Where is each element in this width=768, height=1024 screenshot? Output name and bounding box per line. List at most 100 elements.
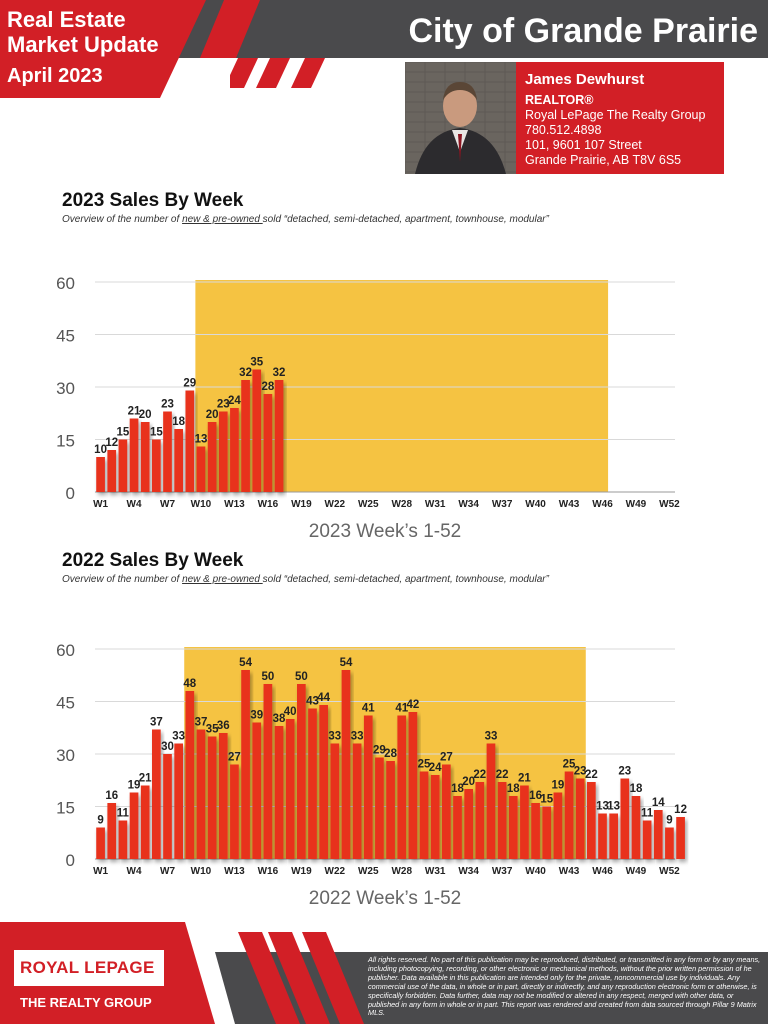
data-label: 38 [273, 713, 286, 725]
data-label: 43 [306, 696, 319, 708]
bar [586, 782, 596, 859]
bar [185, 691, 195, 859]
data-label: 29 [183, 378, 196, 390]
data-label: 35 [206, 724, 219, 736]
data-label: 37 [150, 717, 163, 729]
bar [196, 446, 206, 492]
data-label: 16 [529, 790, 542, 802]
bar [575, 778, 585, 859]
data-label: 33 [485, 731, 498, 743]
bar [151, 439, 161, 492]
chart-2023: 0153045601012152120152318291320232432352… [0, 268, 680, 542]
x-tick-label: W10 [191, 866, 212, 877]
x-tick-label: W43 [559, 499, 580, 510]
header-title-line2: Market Update [7, 32, 159, 57]
bar [274, 380, 284, 492]
data-label: 40 [284, 706, 297, 718]
bar [609, 813, 619, 859]
bar [207, 422, 217, 492]
header-title-line1: Real Estate [7, 7, 126, 32]
data-label: 12 [105, 437, 118, 449]
x-tick-label: W46 [592, 866, 613, 877]
bar [163, 754, 172, 859]
bar [252, 369, 262, 492]
bar [341, 670, 351, 859]
x-tick-label: W7 [160, 499, 175, 510]
bar [475, 782, 485, 859]
bar [118, 820, 128, 859]
data-label: 22 [496, 769, 509, 781]
data-label: 19 [551, 780, 564, 792]
bar [653, 810, 663, 859]
bar [207, 736, 217, 859]
bar [352, 743, 362, 859]
agent-name: James Dewhurst [525, 71, 645, 88]
bar [241, 380, 250, 492]
x-tick-label: W16 [258, 866, 279, 877]
data-label: 33 [328, 731, 341, 743]
x-tick-label: W31 [425, 499, 446, 510]
x-tick-label: W13 [224, 499, 245, 510]
bar [308, 708, 317, 859]
bar [598, 813, 607, 859]
x-tick-label: W28 [391, 866, 412, 877]
bar [96, 827, 105, 859]
bar [464, 789, 474, 859]
data-label: 23 [618, 766, 631, 778]
bar [386, 761, 395, 859]
data-label: 21 [128, 406, 141, 418]
data-label: 12 [674, 804, 687, 816]
bar [107, 803, 117, 859]
bar [274, 726, 284, 859]
data-label: 23 [217, 399, 230, 411]
data-label: 13 [607, 801, 620, 813]
bar [497, 782, 507, 859]
x-tick-label: W52 [659, 499, 680, 510]
bar [363, 715, 373, 859]
x-tick-label: W34 [458, 866, 479, 877]
bar [163, 411, 172, 492]
bar [665, 827, 674, 859]
bar [642, 820, 652, 859]
bar [230, 408, 239, 492]
data-label: 28 [384, 748, 397, 760]
bar [185, 390, 195, 492]
bar [296, 684, 306, 859]
data-label: 9 [666, 815, 672, 827]
data-label: 18 [451, 783, 464, 795]
x-tick-label: W52 [659, 866, 680, 877]
bar [631, 796, 641, 859]
bar [508, 796, 518, 859]
data-label: 20 [139, 409, 152, 421]
x-tick-label: W46 [592, 499, 613, 510]
data-label: 25 [418, 759, 431, 771]
logo-subtitle: THE REALTY GROUP [20, 995, 152, 1010]
bar [118, 439, 128, 492]
data-label: 22 [473, 769, 486, 781]
agent-title: REALTOR® [525, 93, 594, 107]
y-tick-label: 15 [56, 799, 75, 818]
header-stripes [230, 58, 325, 88]
x-tick-label: W49 [626, 866, 647, 877]
x-tick-label: W37 [492, 499, 513, 510]
data-label: 24 [228, 395, 241, 407]
y-tick-label: 30 [56, 379, 75, 398]
x-tick-label: W43 [559, 866, 580, 877]
data-label: 13 [195, 434, 208, 446]
data-label: 21 [518, 773, 531, 785]
bar [330, 743, 340, 859]
data-label: 23 [574, 766, 587, 778]
y-tick-label: 60 [56, 641, 75, 660]
bar [196, 729, 206, 859]
data-label: 27 [440, 752, 453, 764]
data-label: 54 [340, 657, 353, 669]
data-label: 41 [362, 703, 375, 715]
bar [542, 806, 552, 859]
bar [107, 450, 117, 492]
y-tick-label: 45 [56, 694, 75, 713]
data-label: 25 [563, 759, 576, 771]
x-tick-label: W7 [160, 866, 175, 877]
city-title: City of Grande Prairie [408, 12, 758, 50]
bar [241, 670, 250, 859]
bar [486, 743, 496, 859]
